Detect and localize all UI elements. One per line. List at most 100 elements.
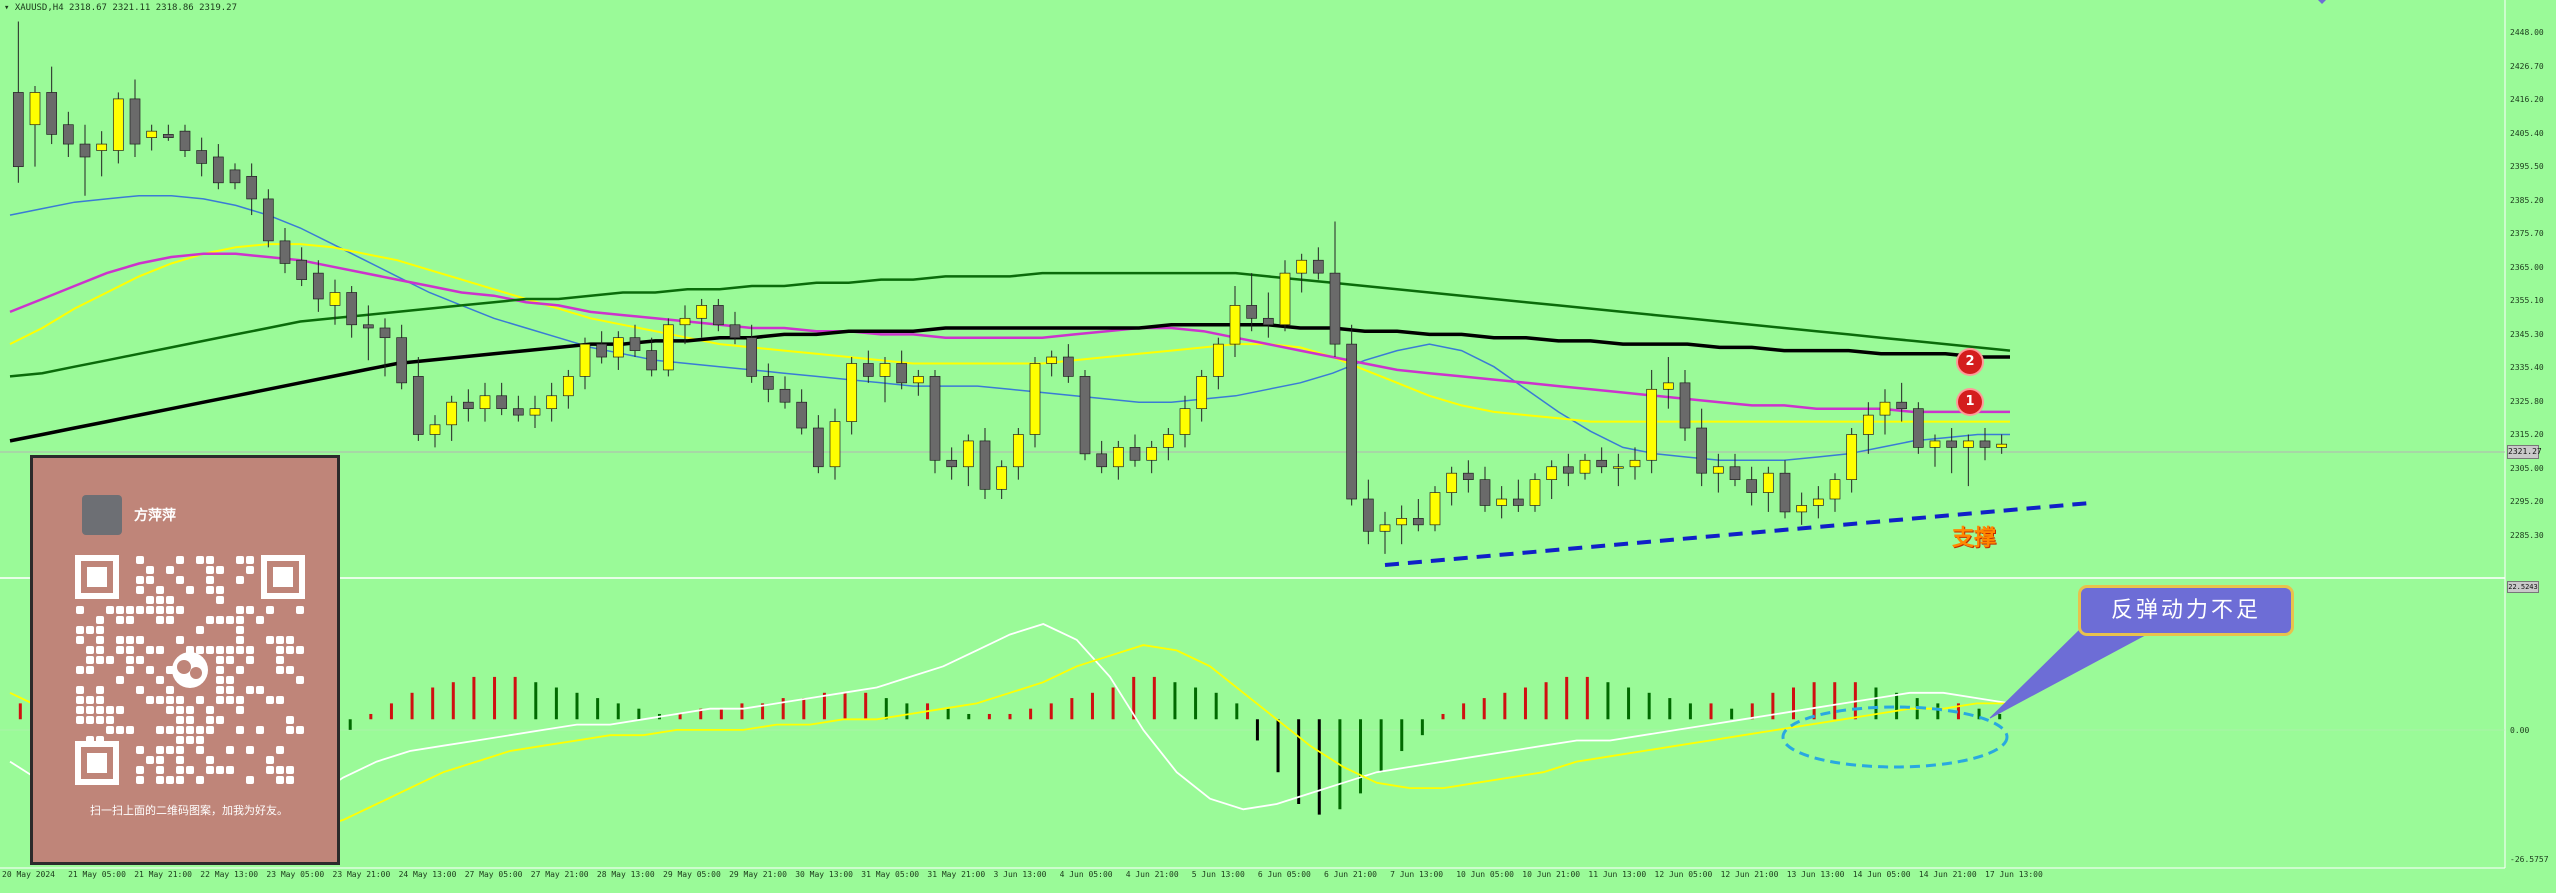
weak-rebound-callout: 反弹动力不足 (2078, 585, 2294, 636)
qr-module (96, 706, 104, 714)
candle-body (196, 150, 208, 164)
qr-module (116, 616, 124, 624)
avatar (82, 495, 122, 535)
candle-body (996, 466, 1008, 490)
candle-body (1979, 440, 1991, 448)
qr-module (236, 616, 244, 624)
qr-module (156, 696, 164, 704)
qr-module (176, 696, 184, 704)
candle-body (1796, 505, 1808, 513)
qr-module (86, 736, 94, 744)
qr-module (256, 726, 264, 734)
candle-body (679, 317, 691, 326)
qr-module (196, 736, 204, 744)
price-tick-label: 2395.50 (2510, 162, 2544, 171)
candle-body (1646, 388, 1658, 461)
qr-module (116, 706, 124, 714)
qr-module (96, 646, 104, 654)
candle-body (696, 305, 708, 319)
qr-module (196, 696, 204, 704)
time-tick-label: 13 Jun 13:00 (1786, 870, 1845, 879)
qr-module (266, 636, 274, 644)
qr-module (156, 776, 164, 784)
qr-module (296, 646, 304, 654)
qr-module (156, 766, 164, 774)
marker-badge-2: 2 (1958, 350, 1982, 374)
candle-body (512, 408, 524, 416)
qr-module (196, 776, 204, 784)
candle-body (1546, 466, 1558, 481)
qr-module (76, 716, 84, 724)
qr-module (216, 766, 224, 774)
qr-module (246, 606, 254, 614)
candle-body (612, 337, 624, 358)
qr-module (216, 616, 224, 624)
qr-module (286, 646, 294, 654)
qr-module (206, 766, 214, 774)
qr-module (76, 686, 84, 694)
qr-module (196, 556, 204, 564)
candle-body (1996, 443, 2008, 448)
qr-module (166, 686, 174, 694)
candle-body (979, 440, 991, 490)
qr-module (166, 606, 174, 614)
candle-body (62, 124, 74, 145)
candle-body (1812, 498, 1824, 506)
price-tick-label: 2385.20 (2510, 195, 2544, 205)
candle-body (29, 92, 41, 126)
qr-module (296, 606, 304, 614)
candle-body (12, 92, 24, 168)
candle-body (796, 401, 808, 429)
time-tick-label: 5 Jun 13:00 (1191, 870, 1245, 879)
qr-module (86, 706, 94, 714)
qr-module (166, 706, 174, 714)
qr-caption: 扫一扫上面的二维码图案，加我为好友。 (90, 804, 288, 817)
candle-body (1846, 434, 1858, 481)
time-tick-label: 10 Jun 05:00 (1456, 870, 1514, 879)
weak-rebound-ellipse (1781, 705, 2009, 769)
qr-module (116, 606, 124, 614)
qr-module (126, 656, 134, 664)
candle-body (1329, 272, 1341, 345)
qr-module (76, 696, 84, 704)
candle-body (212, 156, 224, 184)
qr-module (146, 646, 154, 654)
qr-module (76, 666, 84, 674)
qr-module (206, 706, 214, 714)
qr-module (166, 746, 174, 754)
qr-module (276, 636, 284, 644)
qr-module (276, 656, 284, 664)
candle-body (812, 427, 824, 468)
qr-module (186, 706, 194, 714)
candle-body (896, 363, 908, 384)
price-tick-label: 2448.00 (2510, 28, 2544, 37)
qr-module (216, 676, 224, 684)
qr-module (226, 766, 234, 774)
time-tick-label: 23 May 05:00 (266, 870, 325, 879)
price-tick-label: 2345.30 (2510, 329, 2544, 339)
time-tick-label: 27 May 21:00 (530, 870, 589, 879)
candle-body (1346, 343, 1358, 500)
candle-body (1196, 376, 1208, 410)
candle-body (1412, 518, 1424, 526)
time-tick-label: 10 Jun 21:00 (1522, 870, 1581, 879)
qr-module (216, 666, 224, 674)
candle-body (462, 401, 474, 410)
qr-module (216, 716, 224, 724)
qr-module (176, 766, 184, 774)
candle-body (962, 440, 974, 468)
qr-module (226, 656, 234, 664)
qr-module (136, 776, 144, 784)
qr-module (286, 726, 294, 734)
qr-module (216, 586, 224, 594)
qr-module (76, 706, 84, 714)
qr-module (216, 596, 224, 604)
qr-module (216, 696, 224, 704)
time-tick-label: 3 Jun 13:00 (993, 870, 1047, 879)
qr-module (236, 556, 244, 564)
time-tick-label: 22 May 13:00 (200, 870, 259, 879)
candle-body (1696, 427, 1708, 474)
qr-module (156, 596, 164, 604)
